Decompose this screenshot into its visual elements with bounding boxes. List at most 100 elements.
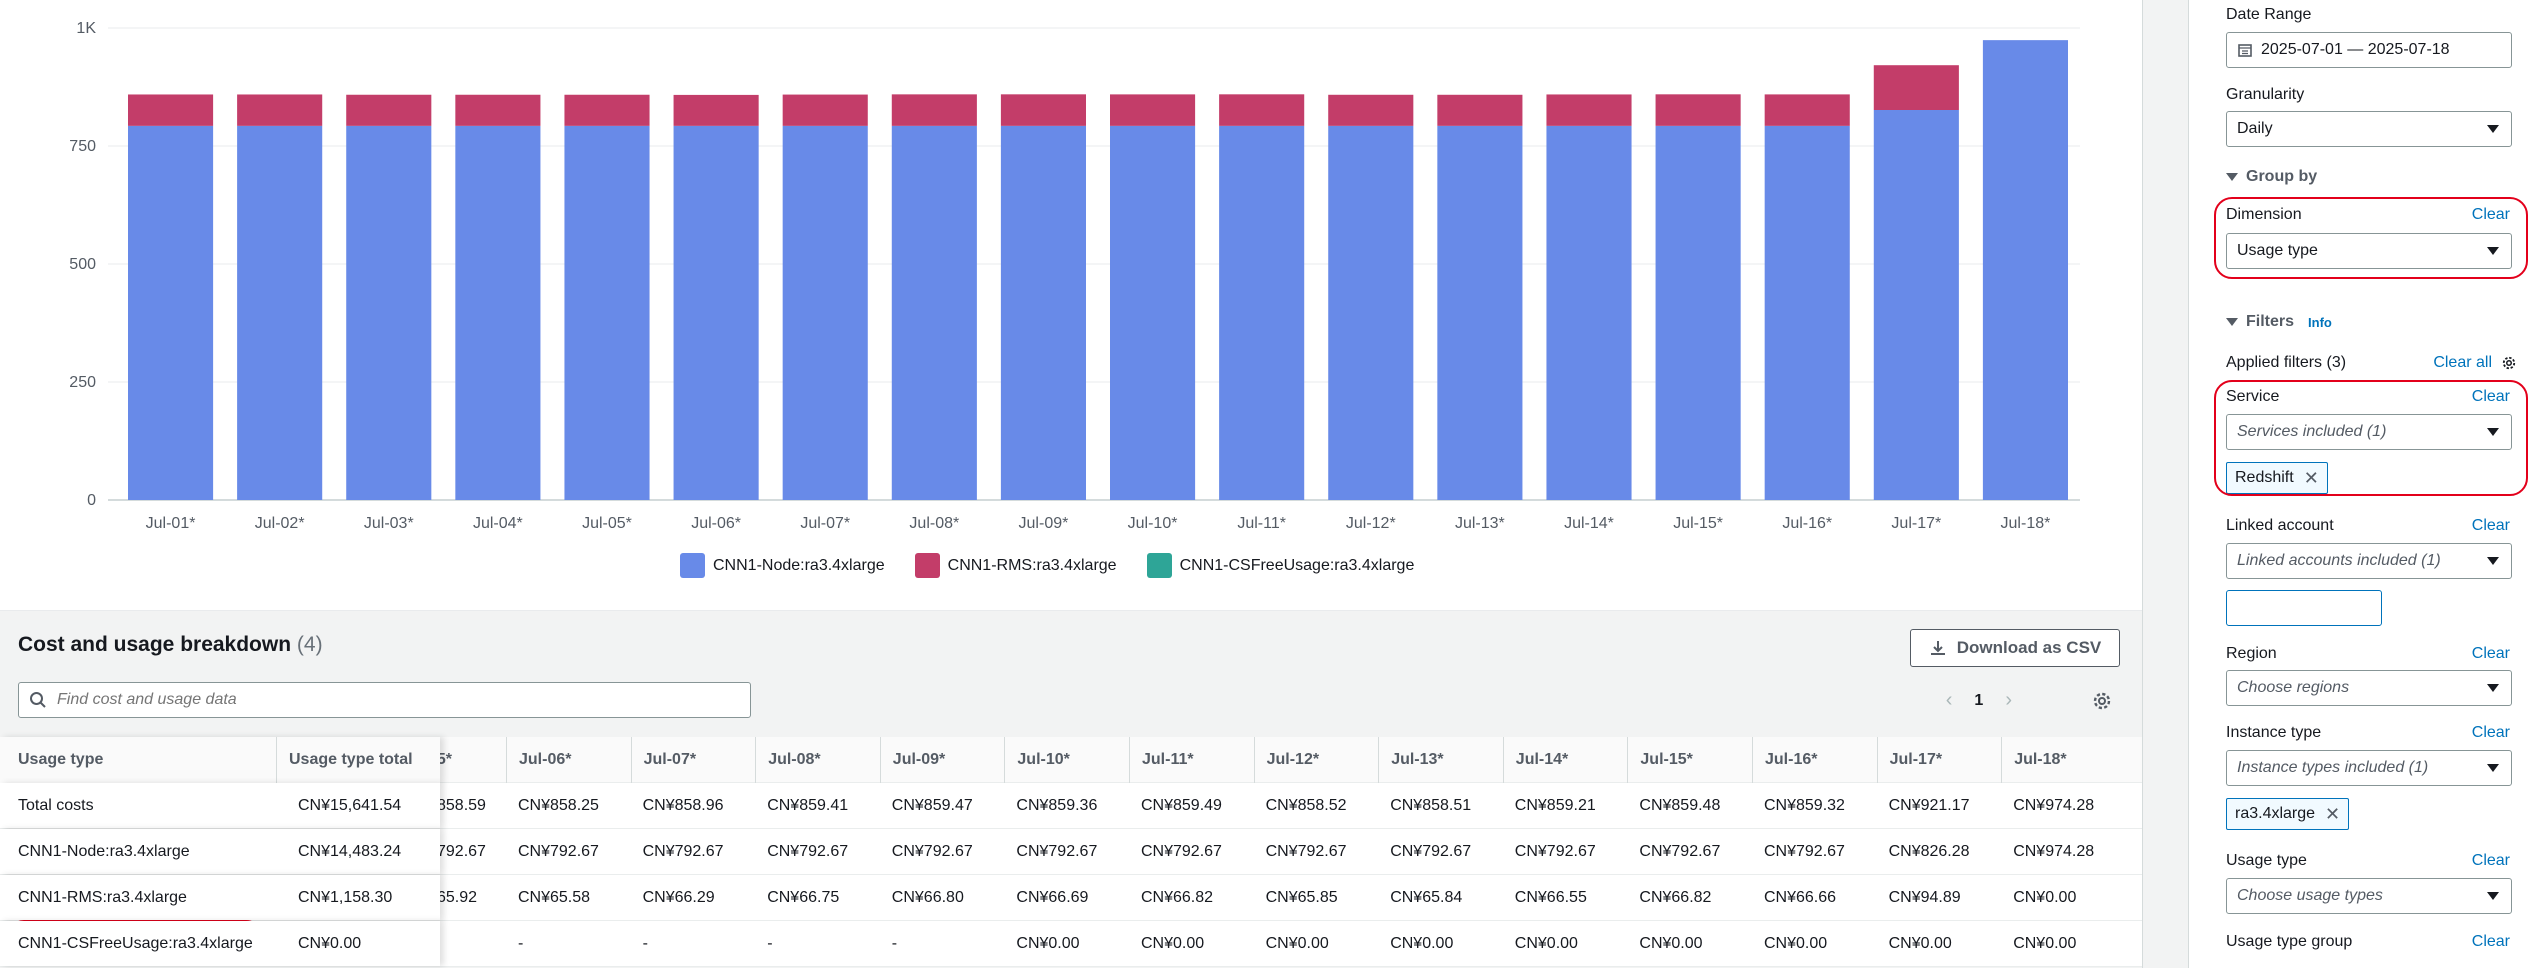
column-header[interactable]: Jul-17* (1876, 737, 1942, 783)
service-clear-link[interactable]: Clear (2471, 388, 2510, 405)
linked-account-select[interactable]: Linked accounts included (1) (2226, 543, 2512, 579)
x-tick-label: Jul-17* (1891, 515, 1941, 532)
column-header[interactable]: Jul-10* (1004, 737, 1070, 783)
table-cell: CN¥858.51 (1390, 797, 1472, 814)
table-cell: CN¥94.89 (1888, 889, 1961, 906)
column-header[interactable]: Jul-14* (1502, 737, 1568, 783)
x-tick-label: Jul-10* (1128, 515, 1178, 532)
column-header[interactable]: Jul-18* (2001, 737, 2067, 783)
x-tick-label: Jul-12* (1346, 515, 1396, 532)
x-tick-label: Jul-13* (1455, 515, 1505, 532)
filters-settings-gear-icon[interactable] (2500, 354, 2518, 372)
column-header[interactable]: Jul-16* (1752, 737, 1817, 783)
page-number[interactable]: 1 (1974, 691, 1984, 709)
x-tick-label: Jul-02* (255, 515, 305, 532)
legend-item-csfree[interactable]: CNN1-CSFreeUsage:ra3.4xlarge (1146, 553, 1414, 578)
search-input[interactable] (57, 691, 737, 709)
granularity-select[interactable]: Daily (2226, 111, 2512, 147)
usage-type-group-clear-link[interactable]: Clear (2471, 933, 2510, 950)
dimension-label: Dimension (2226, 206, 2302, 223)
bar-segment (346, 125, 432, 501)
legend-item-rms[interactable]: CNN1-RMS:ra3.4xlarge (914, 553, 1117, 578)
dimension-clear-link[interactable]: Clear (2471, 206, 2510, 223)
table-cell: - (767, 935, 773, 952)
bar-segment (237, 94, 323, 126)
table-cell: CN¥66.29 (642, 889, 715, 906)
usage-type-cell: CNN1-RMS:ra3.4xlarge (18, 889, 187, 906)
remove-token-icon[interactable]: ✕ (2303, 467, 2319, 488)
chart-legend: CNN1-Node:ra3.4xlarge CNN1-RMS:ra3.4xlar… (680, 553, 1414, 578)
table-cell: CN¥792.67 (642, 843, 724, 860)
column-header-usage-type-total[interactable]: Usage type total (276, 737, 413, 783)
table-cell: CN¥792.67 (891, 843, 973, 860)
table-cell: CN¥859.49 (1141, 797, 1222, 814)
table-cell: CN¥792.67 (1514, 843, 1596, 860)
bar-segment (782, 94, 868, 126)
column-header[interactable]: Jul-15* (1627, 737, 1693, 783)
caret-down-icon (2487, 125, 2499, 133)
usage-type-clear-link[interactable]: Clear (2471, 852, 2510, 869)
table-cell: 792.67 (437, 843, 486, 860)
column-header[interactable]: Jul-06* (506, 737, 571, 783)
group-by-toggle[interactable]: Group by (2226, 168, 2317, 186)
table-cell: CN¥65.58 (518, 889, 591, 906)
table-cell: CN¥66.66 (1764, 889, 1837, 906)
table-settings-gear-icon[interactable] (2090, 689, 2114, 713)
service-select[interactable]: Services included (1) (2226, 414, 2512, 450)
filters-toggle[interactable]: Filters Info (2226, 313, 2332, 331)
bar-segment (673, 94, 759, 126)
calendar-icon (2238, 44, 2252, 57)
filters-info-link[interactable]: Info (2308, 314, 2332, 330)
bar-segment (1655, 94, 1741, 126)
x-tick-label: Jul-08* (909, 515, 959, 532)
bar-segment (1328, 125, 1414, 501)
bar-segment (128, 94, 214, 126)
region-clear-link[interactable]: Clear (2471, 645, 2510, 662)
linked-account-clear-link[interactable]: Clear (2471, 517, 2510, 534)
table-cell: CN¥859.32 (1764, 797, 1845, 814)
bar-segment (237, 125, 323, 501)
clear-all-link[interactable]: Clear all (2433, 354, 2492, 371)
usage-type-select[interactable]: Choose usage types (2226, 878, 2512, 914)
table-cell: CN¥974.28 (2013, 843, 2095, 860)
bar-segment (564, 94, 650, 126)
legend-label: CNN1-RMS:ra3.4xlarge (947, 556, 1117, 574)
table-cell: CN¥859.47 (891, 797, 973, 814)
bar-segment (1000, 125, 1086, 501)
prev-page-icon[interactable]: ‹ (1945, 689, 1953, 711)
table-cell: - (891, 935, 898, 952)
cost-usage-breakdown: Cost and usage breakdown (4) Download as… (0, 610, 2142, 968)
column-header[interactable]: Jul-08* (755, 737, 821, 783)
legend-swatch (680, 553, 705, 578)
y-tick-label: 750 (69, 138, 96, 155)
date-range-picker[interactable]: 2025-07-01 — 2025-07-18 (2226, 32, 2512, 68)
dimension-value: Usage type (2237, 242, 2318, 259)
column-header[interactable]: Jul-11* (1129, 737, 1194, 783)
linked-account-token-input[interactable] (2226, 590, 2382, 626)
granularity-value: Daily (2237, 120, 2273, 137)
download-csv-button[interactable]: Download as CSV (1910, 629, 2120, 667)
column-header[interactable]: Jul-09* (879, 737, 945, 783)
table-cell: CN¥792.67 (1639, 843, 1721, 860)
caret-down-icon (2487, 764, 2499, 772)
dimension-select[interactable]: Usage type (2226, 233, 2512, 269)
y-tick-label: 500 (69, 256, 96, 273)
legend-item-node[interactable]: CNN1-Node:ra3.4xlarge (680, 553, 885, 578)
y-tick-label: 1K (76, 20, 96, 37)
column-header[interactable]: Jul-07* (630, 737, 696, 783)
filters-label: Filters (2246, 313, 2295, 330)
search-box[interactable] (18, 682, 751, 718)
bar-segment (1437, 125, 1523, 501)
remove-token-icon[interactable]: ✕ (2325, 803, 2341, 824)
instance-type-label: Instance type (2226, 724, 2322, 741)
x-tick-label: Jul-11* (1237, 515, 1286, 532)
instance-token-label: ra3.4xlarge (2235, 805, 2316, 822)
instance-type-select[interactable]: Instance types included (1) (2226, 750, 2512, 786)
column-header[interactable]: Jul-13* (1378, 737, 1444, 783)
column-header[interactable]: Jul-12* (1253, 737, 1319, 783)
bar-segment (1437, 94, 1523, 126)
column-header-usage-type[interactable]: Usage type (18, 751, 104, 768)
next-page-icon[interactable]: › (2005, 689, 2012, 711)
instance-type-clear-link[interactable]: Clear (2471, 724, 2510, 741)
region-select[interactable]: Choose regions (2226, 670, 2512, 706)
